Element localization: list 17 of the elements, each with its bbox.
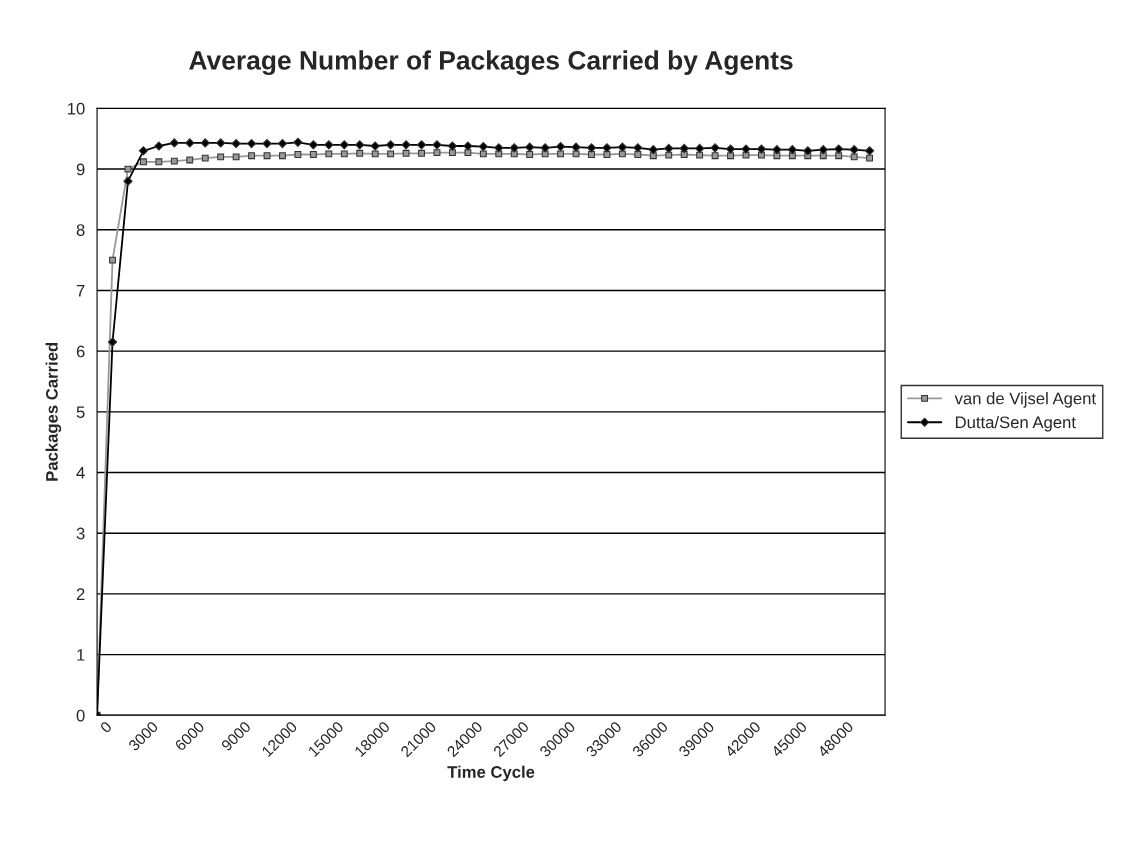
y-tick-label: 1 <box>77 649 85 661</box>
y-tick-label: 7 <box>76 285 85 297</box>
legend-label: Dutta/Sen Agent <box>955 415 1076 432</box>
y-tick-label: 2 <box>76 588 85 600</box>
y-tick-label: 0 <box>76 709 85 722</box>
y-tick-label: 3 <box>76 527 85 540</box>
y-tick-label: 6 <box>76 345 85 358</box>
x-axis-title: Time Cycle <box>447 765 535 782</box>
y-axis-title: Packages Carried <box>45 342 62 481</box>
y-tick-label: 8 <box>76 224 85 236</box>
y-tick-label: 4 <box>76 467 85 479</box>
legend-label: van de Vijsel Agent <box>954 392 1096 408</box>
y-tick-label: 5 <box>76 406 85 419</box>
chart-title: Average Number of Packages Carried by Agents <box>189 50 793 76</box>
y-tick-label: 10 <box>68 102 85 115</box>
x-tick-label: 0 <box>99 720 113 734</box>
y-tick-label: 9 <box>76 163 85 176</box>
